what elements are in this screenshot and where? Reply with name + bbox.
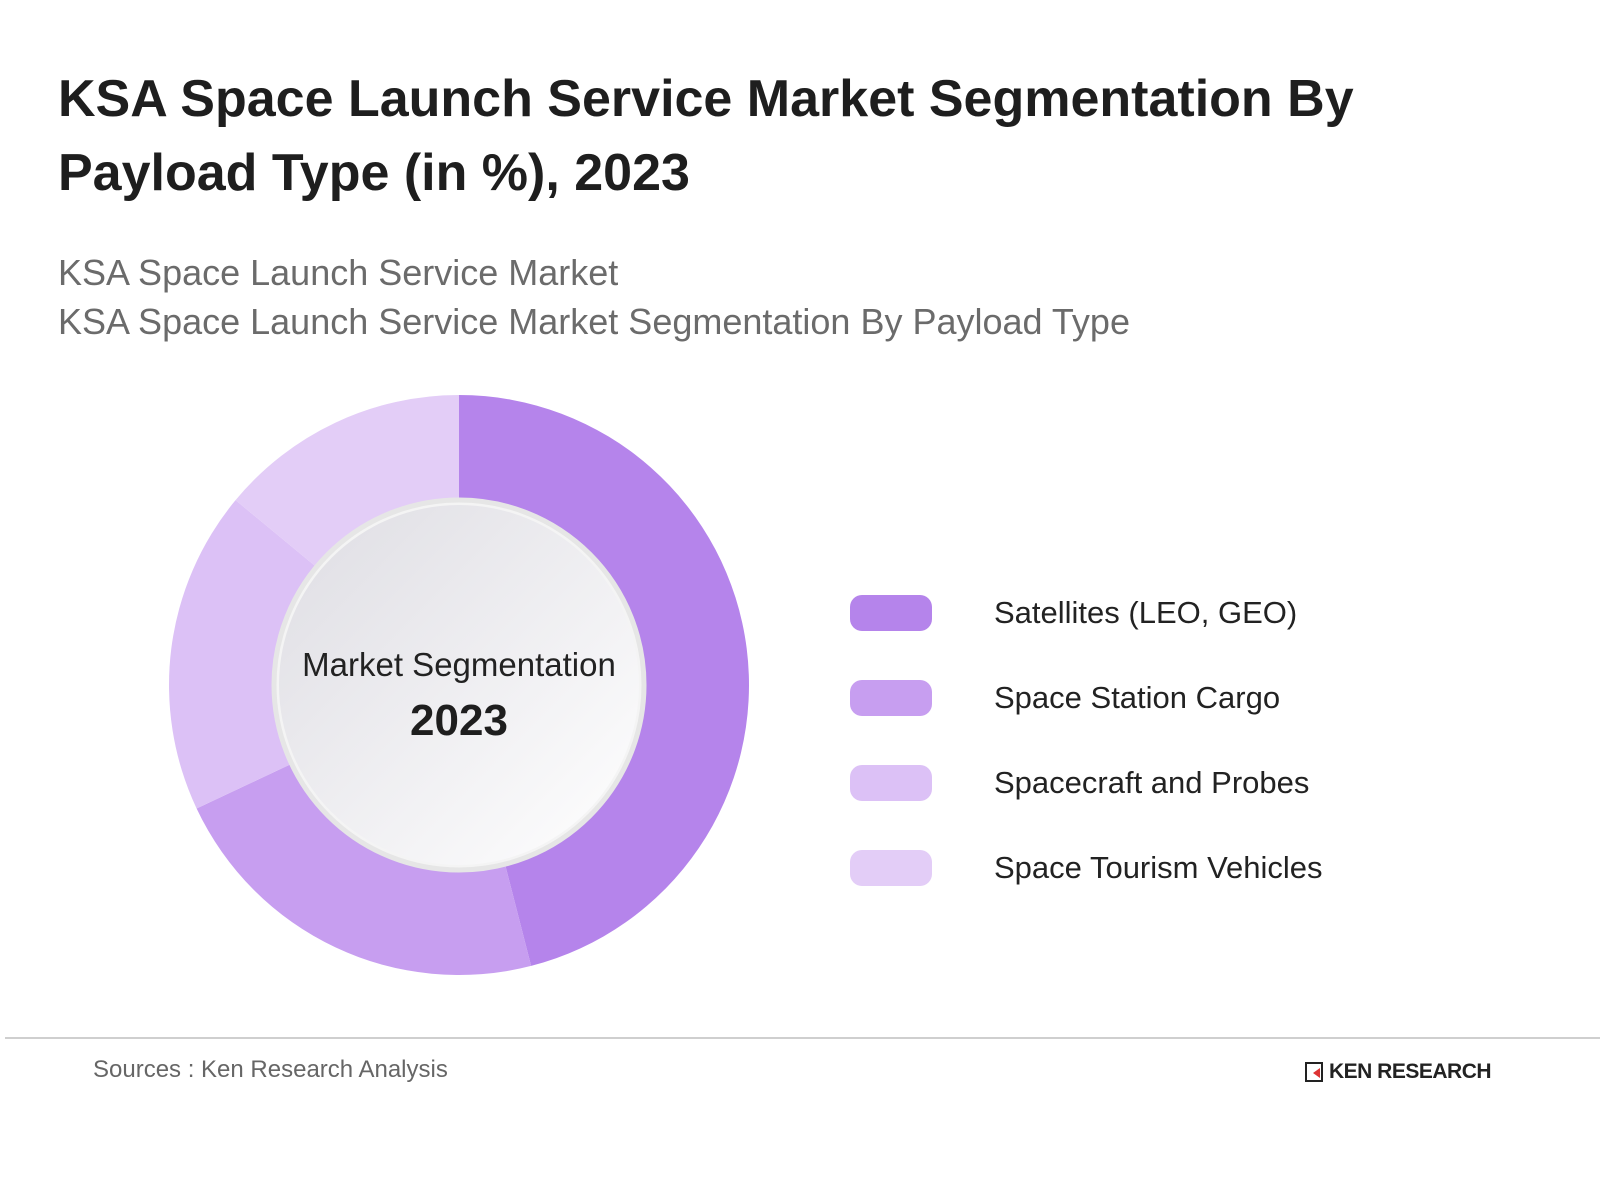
legend-item-spacecraft-probes: Spacecraft and Probes bbox=[850, 740, 1323, 825]
legend-swatch bbox=[850, 594, 932, 631]
legend-swatch bbox=[850, 764, 932, 801]
center-year: 2023 bbox=[410, 696, 508, 745]
center-label: Market Segmentation bbox=[302, 646, 616, 683]
legend-swatch bbox=[850, 849, 932, 886]
subtitle-market: KSA Space Launch Service Market bbox=[58, 252, 619, 293]
donut-slice-satellites-leo-geo bbox=[459, 395, 749, 966]
donut-slice-space-tourism-vehicles bbox=[235, 395, 459, 571]
legend-swatch bbox=[850, 679, 932, 716]
chart-title: KSA Space Launch Service Market Segmenta… bbox=[58, 70, 1354, 202]
subtitle-segmentation: KSA Space Launch Service Market Segmenta… bbox=[58, 301, 1130, 342]
legend-item-satellites: Satellites (LEO, GEO) bbox=[850, 570, 1323, 655]
legend-item-space-station-cargo: Space Station Cargo bbox=[850, 655, 1323, 740]
legend-label: Spacecraft and Probes bbox=[994, 764, 1310, 800]
source-note: Sources : Ken Research Analysis bbox=[93, 1056, 448, 1083]
ken-research-logo: KEN RESEARCH bbox=[1305, 1060, 1492, 1084]
logo-k-icon bbox=[1305, 1062, 1323, 1082]
donut-chart: Market Segmentation 2023 bbox=[169, 395, 749, 975]
legend-item-space-tourism: Space Tourism Vehicles bbox=[850, 825, 1323, 910]
legend-label: Satellites (LEO, GEO) bbox=[994, 594, 1298, 630]
legend-label: Space Station Cargo bbox=[994, 679, 1281, 715]
donut-slice-space-station-cargo bbox=[196, 761, 532, 975]
footer-divider bbox=[5, 1037, 1600, 1039]
legend: Satellites (LEO, GEO) Space Station Carg… bbox=[850, 570, 1323, 910]
legend-label: Space Tourism Vehicles bbox=[994, 849, 1323, 885]
